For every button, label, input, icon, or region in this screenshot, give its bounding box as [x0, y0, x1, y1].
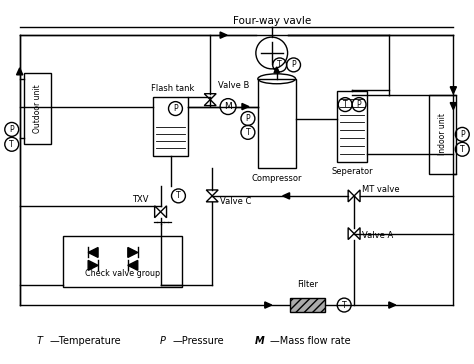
- Bar: [337, 91, 367, 162]
- Text: T: T: [9, 140, 14, 149]
- Text: Valve B: Valve B: [218, 81, 249, 90]
- Text: Compressor: Compressor: [251, 174, 302, 183]
- Bar: [64, 236, 182, 287]
- Text: P: P: [9, 125, 14, 134]
- Text: P: P: [460, 130, 465, 139]
- Bar: [290, 298, 325, 312]
- Text: P: P: [357, 100, 361, 109]
- Text: Filter: Filter: [297, 280, 318, 289]
- Polygon shape: [88, 248, 98, 257]
- Text: P: P: [291, 60, 296, 70]
- Text: P: P: [160, 336, 165, 346]
- Text: T: T: [176, 191, 181, 201]
- Text: M: M: [224, 102, 232, 111]
- Text: Outdoor unit: Outdoor unit: [33, 84, 42, 133]
- Bar: [258, 79, 296, 168]
- Text: Seperator: Seperator: [331, 167, 373, 176]
- Bar: [153, 97, 188, 156]
- Polygon shape: [88, 260, 98, 270]
- Polygon shape: [17, 68, 23, 75]
- Polygon shape: [220, 32, 227, 38]
- Text: T: T: [36, 336, 43, 346]
- Text: TXV: TXV: [132, 195, 149, 204]
- Text: P: P: [173, 104, 178, 113]
- Text: T: T: [246, 128, 250, 137]
- Text: Indoor unit: Indoor unit: [438, 113, 447, 155]
- Text: P: P: [246, 114, 250, 123]
- Polygon shape: [274, 67, 279, 73]
- Text: T: T: [460, 145, 465, 154]
- Text: Valve C: Valve C: [220, 197, 252, 206]
- Text: M: M: [255, 336, 264, 346]
- Polygon shape: [128, 248, 138, 257]
- Text: T: T: [342, 301, 346, 309]
- Text: Four-way vavle: Four-way vavle: [233, 16, 311, 26]
- Text: —Temperature: —Temperature: [49, 336, 121, 346]
- Polygon shape: [242, 103, 249, 110]
- Bar: [24, 73, 51, 144]
- Text: T: T: [277, 60, 282, 70]
- Text: Valve A: Valve A: [362, 231, 393, 240]
- Polygon shape: [450, 103, 456, 110]
- Polygon shape: [389, 302, 396, 308]
- Polygon shape: [283, 193, 290, 199]
- Bar: [428, 95, 456, 174]
- Text: —Mass flow rate: —Mass flow rate: [270, 336, 350, 346]
- Text: Flash tank: Flash tank: [151, 84, 194, 93]
- Polygon shape: [128, 260, 138, 270]
- Text: T: T: [343, 100, 347, 109]
- Text: —Pressure: —Pressure: [173, 336, 224, 346]
- Polygon shape: [265, 302, 272, 308]
- Text: Check valve group: Check valve group: [85, 269, 160, 278]
- Polygon shape: [450, 87, 456, 94]
- Text: MT valve: MT valve: [362, 185, 400, 194]
